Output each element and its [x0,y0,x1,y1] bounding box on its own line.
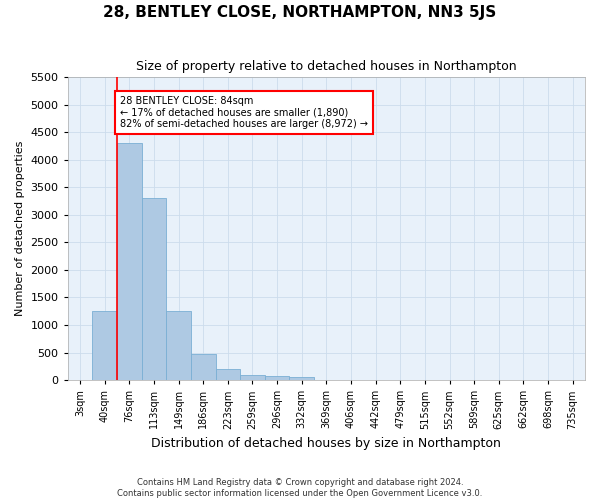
Bar [117,143,142,380]
Bar [191,354,215,380]
Text: 28 BENTLEY CLOSE: 84sqm
← 17% of detached houses are smaller (1,890)
82% of semi: 28 BENTLEY CLOSE: 84sqm ← 17% of detache… [120,96,368,130]
Bar [265,376,289,380]
Text: Contains HM Land Registry data © Crown copyright and database right 2024.
Contai: Contains HM Land Registry data © Crown c… [118,478,482,498]
Bar [289,378,314,380]
X-axis label: Distribution of detached houses by size in Northampton: Distribution of detached houses by size … [151,437,501,450]
Bar [142,198,166,380]
Bar [240,374,265,380]
Bar [92,311,117,380]
Text: 28, BENTLEY CLOSE, NORTHAMPTON, NN3 5JS: 28, BENTLEY CLOSE, NORTHAMPTON, NN3 5JS [103,5,497,20]
Bar [215,369,240,380]
Title: Size of property relative to detached houses in Northampton: Size of property relative to detached ho… [136,60,517,73]
Y-axis label: Number of detached properties: Number of detached properties [15,141,25,316]
Bar [166,311,191,380]
